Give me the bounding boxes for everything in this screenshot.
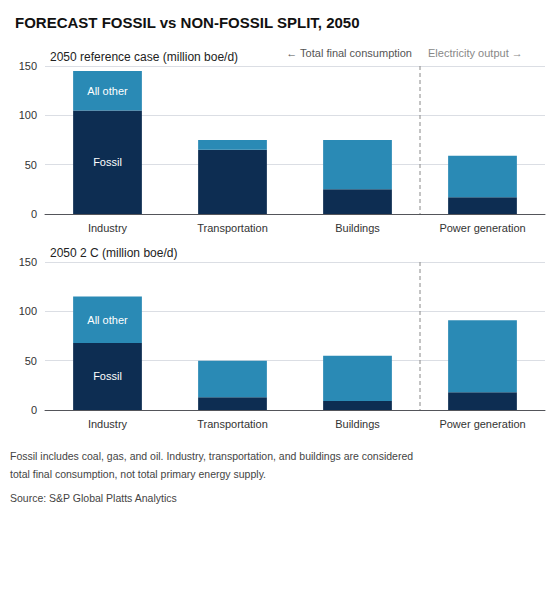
svg-text:0: 0 [31, 208, 37, 220]
svg-text:Buildings: Buildings [335, 222, 380, 234]
svg-text:Electricity output →: Electricity output → [428, 47, 523, 59]
svg-text:Power generation: Power generation [439, 418, 525, 430]
svg-text:Source: S&P Global Platts Anal: Source: S&P Global Platts Analytics [10, 492, 177, 504]
svg-text:Transportation: Transportation [197, 418, 268, 430]
svg-text:Transportation: Transportation [197, 222, 268, 234]
svg-text:← Total final consumption: ← Total final consumption [286, 47, 412, 59]
svg-text:100: 100 [19, 109, 37, 121]
svg-text:Fossil includes coal, gas, and: Fossil includes coal, gas, and oil. Indu… [10, 450, 413, 462]
svg-text:Power generation: Power generation [439, 222, 525, 234]
svg-text:2050 reference case (million b: 2050 reference case (million boe/d) [50, 50, 238, 64]
svg-text:150: 150 [19, 256, 37, 268]
svg-text:FORECAST FOSSIL vs NON-FOSSIL: FORECAST FOSSIL vs NON-FOSSIL SPLIT, 205… [15, 14, 360, 31]
svg-text:Fossil: Fossil [93, 370, 122, 382]
svg-text:Buildings: Buildings [335, 418, 380, 430]
svg-text:All other: All other [87, 85, 128, 97]
svg-text:50: 50 [25, 355, 37, 367]
svg-text:Industry: Industry [88, 222, 128, 234]
svg-text:Industry: Industry [88, 418, 128, 430]
svg-text:total final consumption, not t: total final consumption, not total prima… [10, 468, 266, 480]
svg-text:All other: All other [87, 314, 128, 326]
svg-text:150: 150 [19, 60, 37, 72]
svg-text:Fossil: Fossil [93, 156, 122, 168]
svg-text:2050 2 C (million boe/d): 2050 2 C (million boe/d) [50, 246, 177, 260]
svg-text:50: 50 [25, 159, 37, 171]
svg-text:100: 100 [19, 305, 37, 317]
svg-text:0: 0 [31, 404, 37, 416]
